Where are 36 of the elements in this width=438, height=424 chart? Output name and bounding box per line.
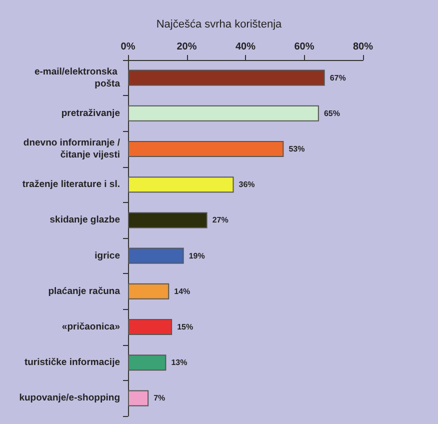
x-tick-label: 60% bbox=[294, 42, 314, 52]
y-tick-label: kupovanje/e-shopping bbox=[19, 392, 120, 404]
bar bbox=[128, 176, 234, 193]
x-tick-label: 20% bbox=[176, 42, 197, 52]
bar bbox=[128, 140, 284, 158]
data-label: 14% bbox=[174, 286, 190, 296]
bar bbox=[128, 105, 319, 122]
y-tick-label: plaćanje računa bbox=[48, 286, 121, 297]
bar bbox=[128, 283, 170, 300]
data-label: 53% bbox=[288, 144, 305, 154]
bar bbox=[128, 212, 208, 228]
bar bbox=[128, 70, 325, 86]
x-tick-label: 80% bbox=[352, 42, 374, 52]
bar bbox=[128, 318, 172, 336]
data-label: 15% bbox=[177, 322, 194, 332]
bar bbox=[128, 390, 149, 406]
x-tick-label: 0% bbox=[120, 42, 136, 52]
data-label: 19% bbox=[188, 251, 205, 260]
data-label: 7% bbox=[154, 394, 166, 403]
data-label: 67% bbox=[330, 73, 346, 82]
data-label: 36% bbox=[238, 180, 255, 190]
bar bbox=[128, 248, 184, 264]
y-tick-label: pretraživanje bbox=[61, 108, 120, 119]
x-tick-label: 40% bbox=[235, 42, 256, 52]
bar bbox=[128, 354, 166, 371]
y-tick-label: turističke informacije bbox=[24, 357, 120, 368]
y-tick-label: e-mail/elektronska pošta bbox=[34, 66, 121, 90]
data-label: 13% bbox=[171, 358, 188, 368]
y-tick-label: «pričaonica» bbox=[62, 322, 120, 332]
data-label: 27% bbox=[212, 216, 228, 225]
y-tick-label: skidanje glazbe bbox=[50, 214, 120, 226]
chart-title: Najčešća svrha korištenja bbox=[156, 18, 283, 30]
y-tick-label: dnevno informiranje /čitanje vijesti bbox=[23, 138, 120, 160]
y-tick-label: traženje literature i sl. bbox=[22, 179, 120, 190]
data-label: 65% bbox=[324, 108, 340, 118]
y-tick-label: igrice bbox=[94, 250, 120, 262]
